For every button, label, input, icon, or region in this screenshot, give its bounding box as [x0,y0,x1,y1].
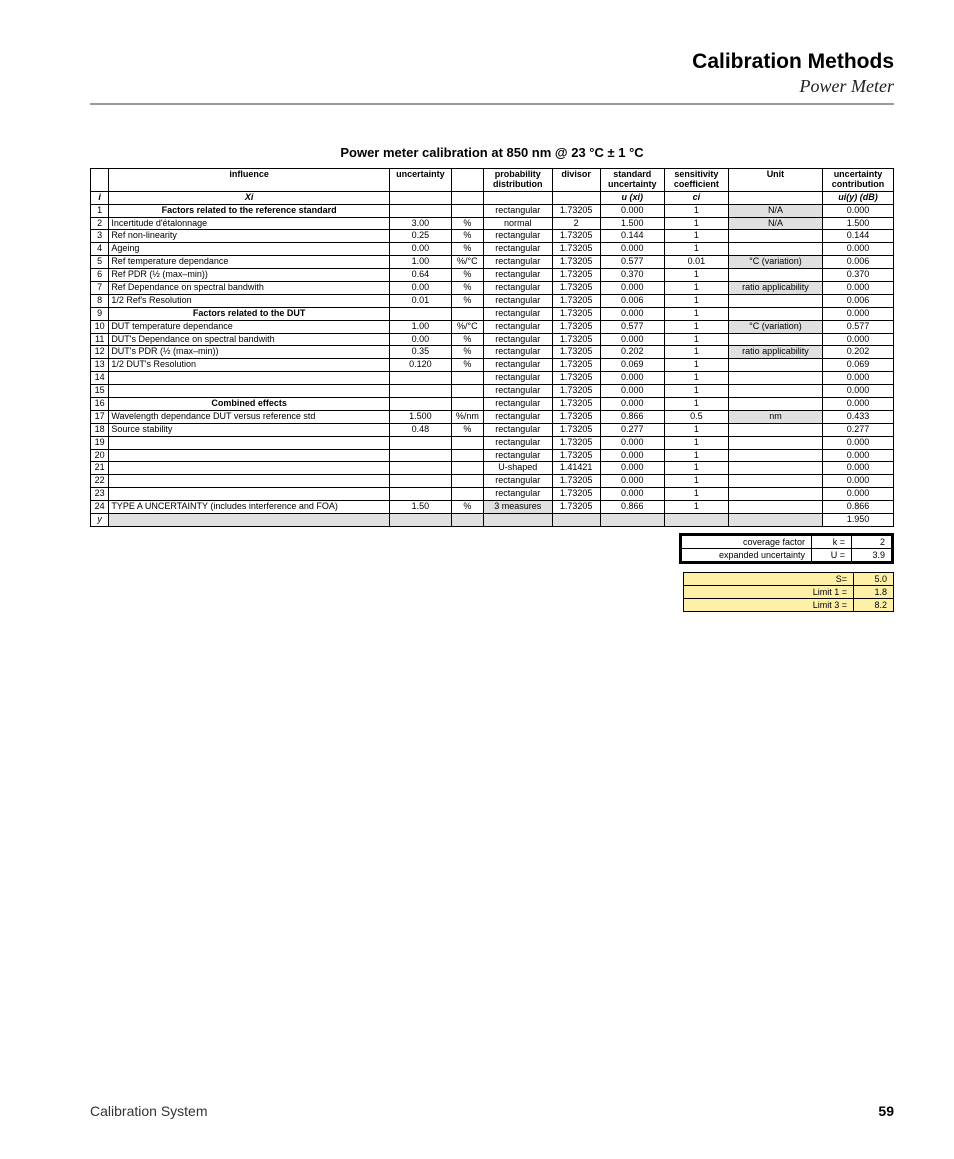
table-row: 19rectangular1.732050.00010.000 [91,436,894,449]
footer-page: 59 [878,1103,894,1119]
coverage-sym: k = [812,535,852,548]
table-row: 23rectangular1.732050.00010.000 [91,488,894,501]
sym-i: i [91,191,109,204]
sym-uiy: ui(y) (dB) [822,191,893,204]
footer: Calibration System 59 [90,1103,894,1119]
table-title: Power meter calibration at 850 nm @ 23 °… [90,145,894,160]
table-total-row: y1.950 [91,514,894,527]
col-divisor: divisor [552,169,600,192]
col-sens: sensitivity coefficient [664,169,728,192]
limit3-val: 8.2 [854,598,894,611]
limit1-label: Limit 1 = [684,585,854,598]
uncertainty-table: influence uncertainty probability distri… [90,168,894,527]
col-uncertainty: uncertainty [389,169,451,192]
table-row: 14rectangular1.732050.00010.000 [91,372,894,385]
limit1-val: 1.8 [854,585,894,598]
col-influence: influence [109,169,390,192]
table-row: 17Wavelength dependance DUT versus refer… [91,410,894,423]
coverage-val: 2 [852,535,892,548]
header-rule [90,103,894,105]
coverage-label: coverage factor [682,535,812,548]
table-row: 2Incertitude d'étalonnage3.00%normal21.5… [91,217,894,230]
table-row: 16Combined effectsrectangular1.732050.00… [91,398,894,411]
page: Calibration Methods Power Meter Power me… [0,0,954,1159]
table-row: 10DUT temperature dependance1.00%/°Crect… [91,320,894,333]
col-contrib: uncertainty contribution [822,169,893,192]
footer-left: Calibration System [90,1103,208,1119]
header: Calibration Methods Power Meter [90,50,894,97]
page-title: Calibration Methods [90,50,894,74]
table-row: 7Ref Dependance on spectral bandwith0.00… [91,282,894,295]
s-label: S= [684,572,854,585]
col-prob-dist: probability distribution [483,169,552,192]
s-val: 5.0 [854,572,894,585]
page-subtitle: Power Meter [90,76,894,97]
expanded-val: 3.9 [852,548,892,561]
table-row: 5Ref temperature dependance1.00%/°Crecta… [91,256,894,269]
table-row: 18Source stability0.48%rectangular1.7320… [91,423,894,436]
table-row: 131/2 DUT's Resolution0.120%rectangular1… [91,359,894,372]
table-body: 1Factors related to the reference standa… [91,204,894,526]
limit3-label: Limit 3 = [684,598,854,611]
col-std-unc: standard uncertainty [600,169,664,192]
table-row: 1Factors related to the reference standa… [91,204,894,217]
table-row: 24TYPE A UNCERTAINTY (includes interfere… [91,501,894,514]
table-header: influence uncertainty probability distri… [91,169,894,205]
table-row: 11DUT's Dependance on spectral bandwith0… [91,333,894,346]
table-row: 12DUT's PDR (½ (max–min))0.35%rectangula… [91,346,894,359]
expanded-label: expanded uncertainty [682,548,812,561]
col-idx [91,169,109,192]
summary-box: coverage factor k = 2 expanded uncertain… [679,533,894,564]
expanded-sym: U = [812,548,852,561]
table-row: 21U-shaped1.414210.00010.000 [91,462,894,475]
sym-uxi: u (xi) [600,191,664,204]
sym-xi: Xi [109,191,390,204]
table-row: 9Factors related to the DUTrectangular1.… [91,307,894,320]
table-row: 20rectangular1.732050.00010.000 [91,449,894,462]
table-row: 6Ref PDR (½ (max–min))0.64%rectangular1.… [91,269,894,282]
table-row: 81/2 Ref's Resolution0.01%rectangular1.7… [91,294,894,307]
table-row: 3Ref non-linearity0.25%rectangular1.7320… [91,230,894,243]
table-row: 15rectangular1.732050.00010.000 [91,385,894,398]
col-blank [451,169,483,192]
table-row: 22rectangular1.732050.00010.000 [91,475,894,488]
limits-box: S= 5.0 Limit 1 = 1.8 Limit 3 = 8.2 [683,572,894,612]
sym-ci: ci [664,191,728,204]
col-unit: Unit [728,169,822,192]
table-row: 4Ageing0.00%rectangular1.732050.00010.00… [91,243,894,256]
